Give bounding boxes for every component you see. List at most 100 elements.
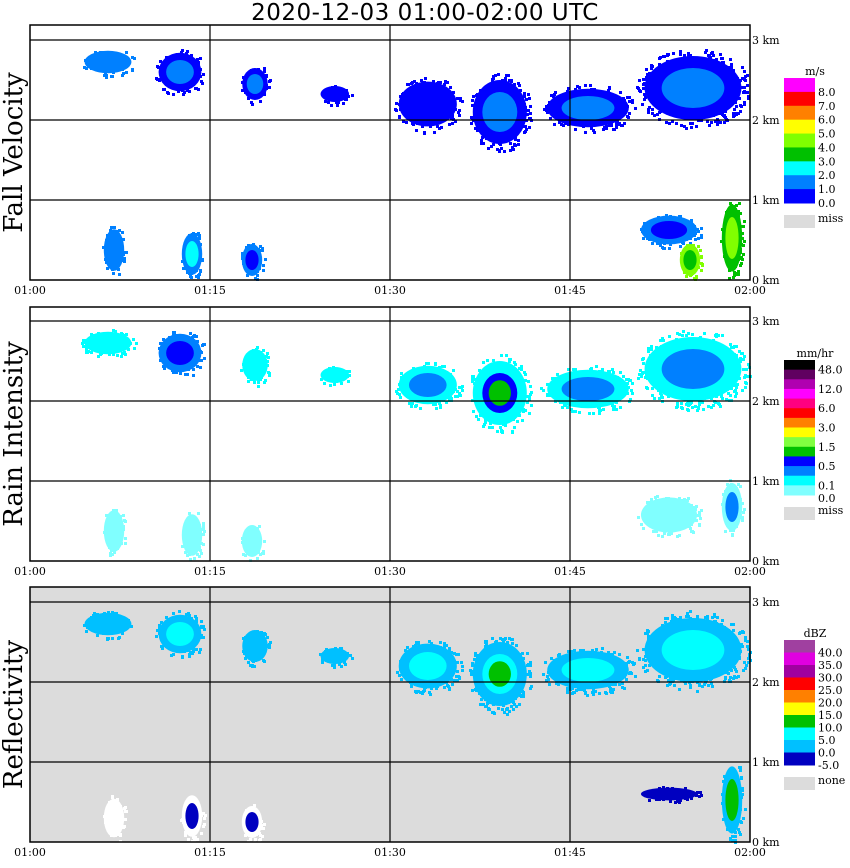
echo-pixel <box>113 543 116 546</box>
echo-pixel <box>694 232 697 235</box>
echo-pixel <box>553 377 556 380</box>
echo-pixel <box>594 94 597 97</box>
echo-pixel <box>450 664 453 667</box>
echo-pixel <box>456 390 459 393</box>
echo-pixel <box>406 677 409 680</box>
echo-pixel <box>511 651 514 654</box>
echo-pixel <box>194 76 197 79</box>
echo-pixel <box>732 69 735 72</box>
echo-pixel <box>618 380 621 383</box>
echo-pixel <box>655 98 658 101</box>
echo-pixel <box>667 348 670 351</box>
echo-pixel <box>241 252 244 255</box>
echo-pixel <box>711 685 714 688</box>
echo-pixel <box>262 634 265 637</box>
echo-pixel <box>400 378 403 381</box>
echo-pixel <box>331 371 334 374</box>
echo-pixel <box>567 123 570 126</box>
echo-pixel <box>579 649 582 652</box>
echo-pixel <box>689 527 692 530</box>
echo-pixel <box>710 628 713 631</box>
echo-pixel <box>123 60 126 63</box>
echo-pixel <box>524 409 527 412</box>
echo-pixel <box>671 632 674 635</box>
echo-pixel <box>93 615 96 618</box>
echo-pixel <box>182 821 185 824</box>
echo-pixel <box>121 632 124 635</box>
echo-pixel <box>180 84 183 87</box>
echo-pixel <box>252 271 255 274</box>
echo-pixel <box>413 395 416 398</box>
echo-pixel <box>684 398 687 401</box>
echo-pixel <box>653 221 656 224</box>
echo-pixel <box>640 523 643 526</box>
echo-pixel <box>741 787 744 790</box>
echo-pixel <box>514 127 517 130</box>
echo-pixel <box>449 86 452 89</box>
echo-pixel <box>645 521 648 524</box>
echo-pixel <box>449 389 452 392</box>
echo-pixel <box>690 219 693 222</box>
x-tick-label: 02:00 <box>734 565 766 578</box>
echo-pixel <box>110 613 113 616</box>
echo-pixel <box>197 232 200 235</box>
legend-swatch <box>784 175 815 190</box>
echo-pixel <box>203 628 206 631</box>
echo-pixel <box>476 382 479 385</box>
echo-core <box>166 622 194 646</box>
echo-pixel <box>249 374 252 377</box>
echo-pixel <box>426 84 429 87</box>
echo-pixel <box>93 60 96 63</box>
echo-pixel <box>648 348 651 351</box>
echo-pixel <box>612 408 615 411</box>
echo-pixel <box>618 123 621 126</box>
echo-pixel <box>242 260 245 263</box>
echo-pixel <box>666 684 669 687</box>
echo-pixel <box>707 684 710 687</box>
echo-pixel <box>256 649 259 652</box>
echo-pixel <box>685 509 688 512</box>
echo-pixel <box>449 373 452 376</box>
echo-pixel <box>698 403 701 406</box>
echo-pixel <box>718 403 721 406</box>
echo-pixel <box>647 370 650 373</box>
echo-pixel <box>514 138 517 141</box>
echo-pixel <box>186 550 189 553</box>
echo-pixel <box>736 220 739 223</box>
legend-miss-swatch <box>784 215 815 228</box>
echo-pixel <box>695 115 698 118</box>
echo-pixel <box>529 385 532 388</box>
echo-pixel <box>661 535 664 538</box>
echo-pixel <box>184 525 187 528</box>
echo-pixel <box>650 67 653 70</box>
echo-pixel <box>420 79 423 82</box>
echo-pixel <box>442 374 445 377</box>
echo <box>155 610 206 659</box>
legend-label: 25.0 <box>818 684 843 697</box>
echo-pixel <box>198 359 201 362</box>
echo-pixel <box>524 106 527 109</box>
echo-pixel <box>562 381 565 384</box>
echo-pixel <box>696 791 699 794</box>
echo-pixel <box>738 377 741 380</box>
echo-pixel <box>245 370 248 373</box>
echo-pixel <box>641 230 644 233</box>
echo-pixel <box>121 74 124 77</box>
echo <box>320 85 354 107</box>
echo-pixel <box>517 143 520 146</box>
echo-pixel <box>503 651 506 654</box>
echo-pixel <box>663 242 666 245</box>
echo-pixel <box>668 335 671 338</box>
echo-pixel <box>510 638 513 641</box>
echo-pixel <box>668 247 671 250</box>
legend-swatch <box>784 105 815 121</box>
echo-pixel <box>626 382 629 385</box>
echo-pixel <box>677 674 680 677</box>
echo-pixel <box>484 641 487 644</box>
echo-pixel <box>714 351 717 354</box>
echo-pixel <box>668 533 671 536</box>
echo-pixel <box>734 208 737 211</box>
echo-pixel <box>664 617 667 620</box>
echo-pixel <box>85 630 88 633</box>
echo-pixel <box>329 369 332 372</box>
